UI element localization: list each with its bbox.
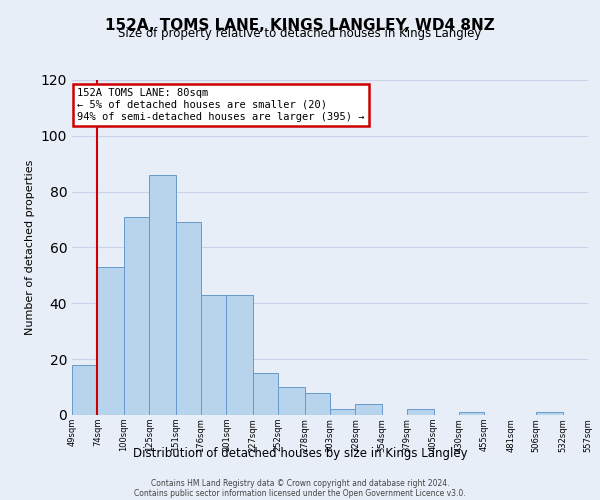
Bar	[226, 295, 253, 415]
Bar	[124, 217, 149, 415]
Bar	[330, 410, 355, 415]
Y-axis label: Number of detached properties: Number of detached properties	[25, 160, 35, 335]
Bar	[72, 365, 97, 415]
Bar	[459, 412, 484, 415]
Bar	[355, 404, 382, 415]
Bar	[176, 222, 201, 415]
Bar	[305, 392, 330, 415]
Bar	[253, 373, 278, 415]
Text: 152A, TOMS LANE, KINGS LANGLEY, WD4 8NZ: 152A, TOMS LANE, KINGS LANGLEY, WD4 8NZ	[105, 18, 495, 32]
Text: Contains HM Land Registry data © Crown copyright and database right 2024.: Contains HM Land Registry data © Crown c…	[151, 478, 449, 488]
Bar	[149, 175, 176, 415]
Bar	[97, 267, 124, 415]
Bar	[536, 412, 563, 415]
Text: 152A TOMS LANE: 80sqm
← 5% of detached houses are smaller (20)
94% of semi-detac: 152A TOMS LANE: 80sqm ← 5% of detached h…	[77, 88, 365, 122]
Bar	[407, 410, 434, 415]
Text: Distribution of detached houses by size in Kings Langley: Distribution of detached houses by size …	[133, 448, 467, 460]
Bar	[278, 387, 305, 415]
Text: Size of property relative to detached houses in Kings Langley: Size of property relative to detached ho…	[118, 28, 482, 40]
Text: Contains public sector information licensed under the Open Government Licence v3: Contains public sector information licen…	[134, 488, 466, 498]
Bar	[201, 295, 226, 415]
